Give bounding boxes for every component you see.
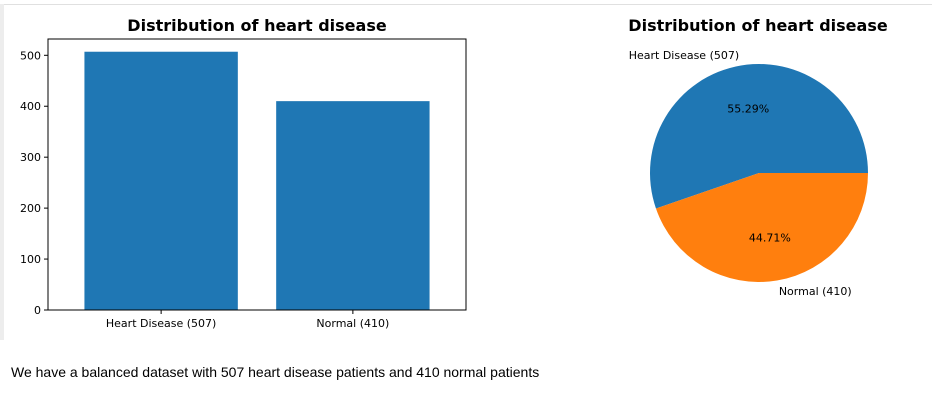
bar-chart-title: Distribution of heart disease [127, 16, 387, 35]
y-tick-label: 500 [20, 49, 41, 62]
x-tick-label: Normal (410) [316, 317, 389, 330]
notebook-output-area [0, 4, 932, 340]
pie-chart: Distribution of heart disease 55.29% Hear… [628, 16, 888, 298]
pie-chart-title: Distribution of heart disease [628, 16, 888, 35]
bar-chart: Distribution of heart disease 0 100 200 300… [20, 16, 467, 330]
output-gutter [0, 4, 4, 340]
pie-percent-label: 44.71% [749, 231, 791, 244]
y-tick-label: 0 [34, 304, 41, 317]
pie-category-label: Heart Disease (507) [629, 49, 739, 62]
y-tick-label: 300 [20, 151, 41, 164]
pie-slice-normal [655, 173, 868, 282]
bar-normal [276, 101, 430, 311]
pie-slice-heart-disease [650, 63, 868, 209]
y-tick-label: 200 [20, 202, 41, 215]
bar-plot-frame [47, 38, 467, 311]
y-tick-label: 400 [20, 100, 41, 113]
y-tick-label: 100 [20, 253, 41, 266]
pie-category-label: Normal (410) [779, 285, 852, 298]
pie-percent-label: 55.29% [727, 103, 769, 116]
bar-heart-disease [84, 51, 238, 311]
x-tick-label: Heart Disease (507) [106, 317, 216, 330]
summary-text: We have a balanced dataset with 507 hear… [11, 364, 540, 380]
